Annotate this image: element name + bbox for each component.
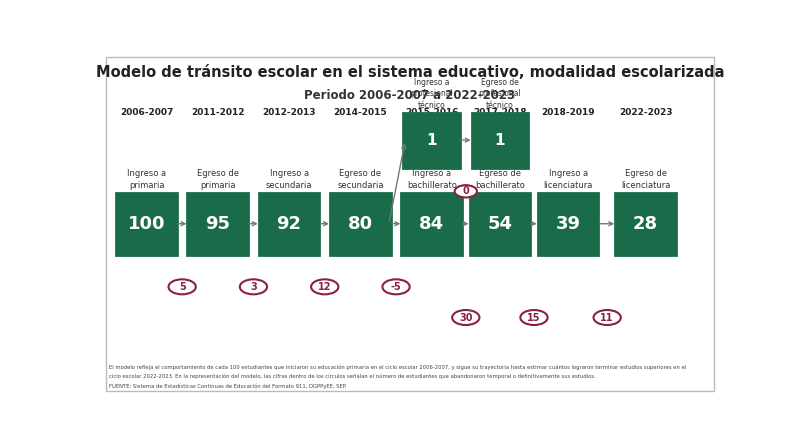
Text: 2017-2018: 2017-2018 [473, 109, 526, 117]
Text: 100: 100 [128, 215, 166, 233]
Text: 2014-2015: 2014-2015 [334, 109, 387, 117]
Text: Ingreso a
primaria: Ingreso a primaria [127, 169, 166, 190]
FancyBboxPatch shape [403, 113, 460, 167]
Text: 5: 5 [178, 282, 186, 292]
Text: Ingreso a
profesional
técnico: Ingreso a profesional técnico [410, 78, 453, 109]
Ellipse shape [452, 310, 479, 325]
Text: 1: 1 [426, 132, 437, 148]
Text: 92: 92 [277, 215, 302, 233]
Text: 84: 84 [419, 215, 444, 233]
Text: Ingreso a
secundaria: Ingreso a secundaria [266, 169, 312, 190]
Text: Periodo 2006-2007 a 2022-2023: Periodo 2006-2007 a 2022-2023 [305, 89, 515, 102]
Text: 2018-2019: 2018-2019 [542, 109, 595, 117]
Text: Ingreso a
licenciatura: Ingreso a licenciatura [543, 169, 593, 190]
Text: 2015-2016: 2015-2016 [405, 109, 458, 117]
Text: El modelo refleja el comportamiento de cada 100 estudiantes que iniciaron su edu: El modelo refleja el comportamiento de c… [110, 364, 686, 370]
Text: 11: 11 [601, 312, 614, 323]
Text: 39: 39 [555, 215, 581, 233]
Text: 12: 12 [318, 282, 331, 292]
Text: 30: 30 [459, 312, 473, 323]
Ellipse shape [240, 280, 267, 294]
Text: 0: 0 [462, 187, 469, 196]
Text: 28: 28 [633, 215, 658, 233]
Text: Egreso de
primaria: Egreso de primaria [197, 169, 239, 190]
Ellipse shape [169, 280, 196, 294]
Text: Egreso de
profesional
técnico: Egreso de profesional técnico [478, 78, 522, 109]
FancyBboxPatch shape [538, 193, 598, 255]
Text: Egreso de
licenciatura: Egreso de licenciatura [621, 169, 670, 190]
Text: 15: 15 [527, 312, 541, 323]
Ellipse shape [454, 185, 477, 198]
Text: -5: -5 [390, 282, 402, 292]
Text: 2012-2013: 2012-2013 [262, 109, 316, 117]
Text: 80: 80 [348, 215, 373, 233]
Text: 2022-2023: 2022-2023 [619, 109, 672, 117]
Text: 95: 95 [206, 215, 230, 233]
FancyBboxPatch shape [470, 193, 530, 255]
Ellipse shape [311, 280, 338, 294]
Text: 2006-2007: 2006-2007 [120, 109, 173, 117]
FancyBboxPatch shape [330, 193, 390, 255]
FancyBboxPatch shape [472, 113, 528, 167]
Ellipse shape [382, 280, 410, 294]
Text: 54: 54 [487, 215, 513, 233]
Text: 3: 3 [250, 282, 257, 292]
FancyBboxPatch shape [402, 193, 462, 255]
Text: Modelo de tránsito escolar en el sistema educativo, modalidad escolarizada: Modelo de tránsito escolar en el sistema… [96, 65, 724, 80]
FancyBboxPatch shape [258, 193, 319, 255]
FancyBboxPatch shape [116, 193, 177, 255]
Text: Ingreso a
bachillerato: Ingreso a bachillerato [406, 169, 457, 190]
Text: 2011-2012: 2011-2012 [191, 109, 245, 117]
FancyBboxPatch shape [615, 193, 676, 255]
FancyBboxPatch shape [187, 193, 248, 255]
Ellipse shape [520, 310, 548, 325]
Text: 1: 1 [494, 132, 505, 148]
Text: Egreso de
secundaria: Egreso de secundaria [337, 169, 384, 190]
Ellipse shape [594, 310, 621, 325]
Text: FUENTE: Sistema de Estadísticas Continuas de Educación del Formato 911, DGPPyEE,: FUENTE: Sistema de Estadísticas Continua… [110, 383, 347, 389]
Text: ciclo escolar 2022-2023. En la representación del modelo, las cifras dentro de l: ciclo escolar 2022-2023. En la represent… [110, 374, 596, 379]
Text: Egreso de
bachillerato: Egreso de bachillerato [475, 169, 525, 190]
